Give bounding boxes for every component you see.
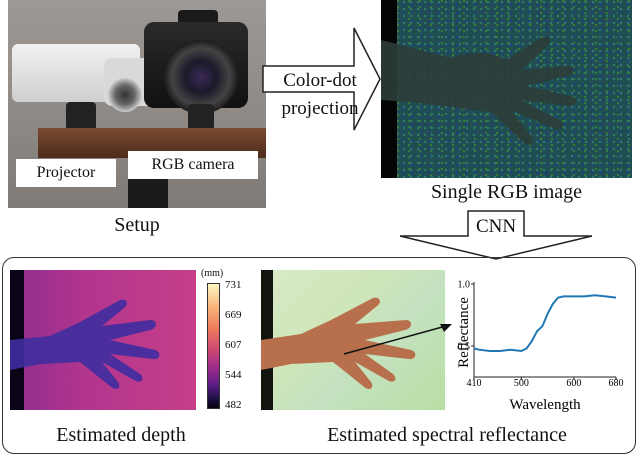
depth-colorbar: [207, 283, 220, 409]
y-tick-label: 1.0: [458, 280, 471, 291]
x-tick-label: 680: [609, 378, 624, 389]
cnn-label: CNN: [475, 216, 517, 237]
setup-photo: Projector RGB camera: [8, 0, 266, 208]
projection-label-line1: Color-dot: [283, 70, 357, 91]
projection-label-line2: projection: [281, 98, 359, 119]
colorbar-unit: (mm): [201, 268, 224, 279]
hand-silhouette: [381, 36, 577, 145]
colorbar-tick: 669: [225, 309, 242, 321]
projection-arrow: [262, 27, 381, 131]
x-axis-label: Wavelength: [509, 397, 581, 413]
x-tick-label: 500: [514, 378, 529, 389]
projector-label: Projector: [16, 159, 116, 187]
cnn-arrow: [399, 210, 593, 260]
reflectance-caption: Estimated spectral reflectance: [327, 424, 567, 446]
depth-hand-silhouette: [10, 299, 160, 389]
y-axis-label: Reflectance: [456, 297, 472, 368]
rgb-image-caption: Single RGB image: [430, 181, 583, 203]
colorbar-tick: 731: [225, 279, 242, 291]
camera-label: RGB camera: [128, 151, 258, 179]
chart-plot-area: 410 500 600 680 0.5 1.0 Wavelength Reflectance: [456, 280, 624, 414]
x-tick-label: 410: [467, 378, 482, 389]
y-tick-label: 0.5: [458, 342, 471, 353]
pointer-arrow: [343, 324, 452, 355]
reflectance-series-line: [473, 294, 617, 353]
x-tick-label: 600: [566, 378, 581, 389]
reflectance-image: [261, 270, 445, 410]
colorbar-tick: 482: [225, 399, 242, 411]
depth-map-image: [10, 270, 196, 410]
rgb-hand-image: [381, 0, 632, 178]
projector-lens: [108, 78, 142, 112]
colorbar-tick: 607: [225, 339, 242, 351]
results-panel: [2, 257, 636, 454]
setup-caption: Setup: [114, 214, 160, 236]
reflectance-hand-silhouette: [261, 297, 416, 389]
camera-mount: [188, 104, 214, 132]
camera-lens: [164, 40, 238, 114]
colorbar-tick: 544: [225, 369, 242, 381]
projector-mount: [66, 102, 96, 132]
spectrum-chart: 410 500 600 680 0.5 1.0 Wavelength Reflectance: [456, 280, 624, 414]
depth-caption: Estimated depth: [56, 424, 186, 446]
